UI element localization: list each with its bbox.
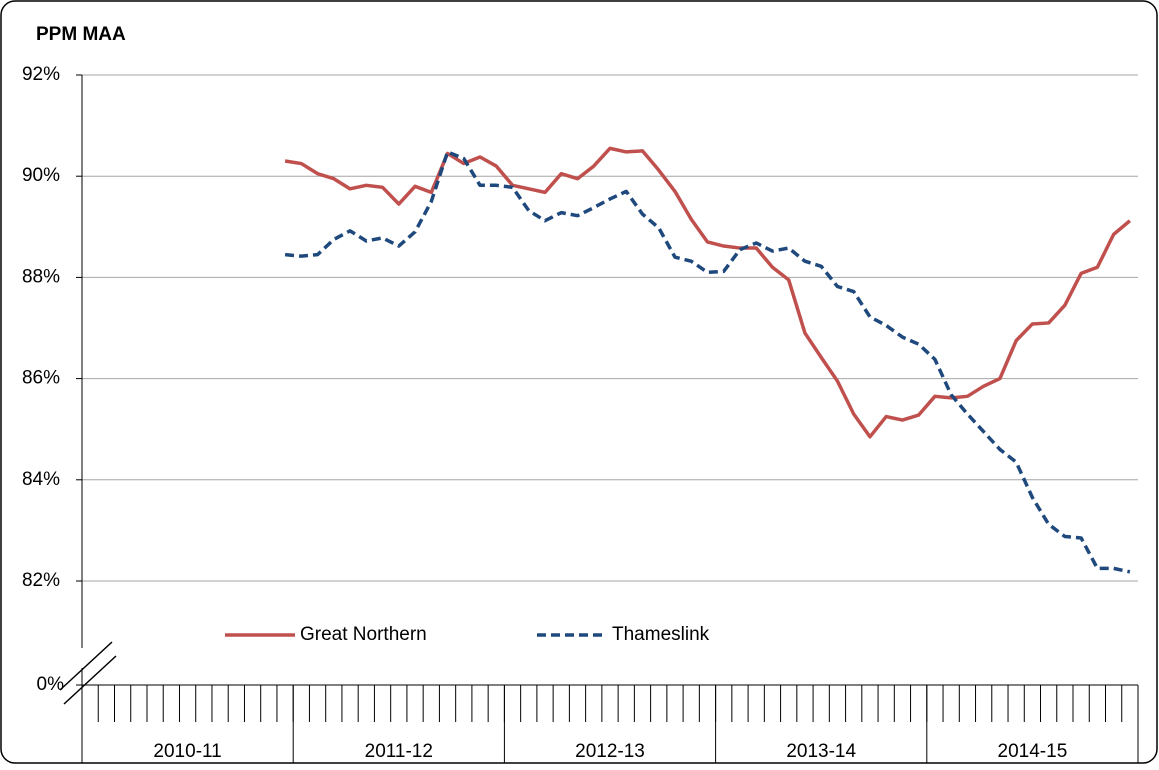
y-tick-label: 88% (22, 266, 60, 287)
y-tick-label: 92% (22, 64, 60, 85)
y-tick-label: 82% (22, 570, 60, 591)
axis-break (63, 655, 117, 705)
y-tick-label: 0% (37, 674, 65, 695)
y-tick-label: 84% (22, 469, 60, 490)
y-tick-label: 90% (22, 165, 60, 186)
chart-title: PPM MAA (36, 24, 126, 45)
legend-label: Great Northern (300, 624, 427, 645)
y-tick-label: 86% (22, 368, 60, 389)
series-line (284, 146, 1132, 439)
x-group-label: 2012-13 (575, 741, 645, 762)
x-group-label: 2010-11 (153, 741, 221, 762)
legend-label: Thameslink (612, 624, 710, 645)
plot: 82% 84% 86% 88% 90% 92% 0% 2010-11 2011-12 2012-1… (22, 64, 1139, 763)
axis-break (59, 641, 113, 691)
x-group-label: 2013-14 (786, 741, 856, 762)
series-line (284, 150, 1131, 574)
x-group-label: 2014-15 (998, 741, 1068, 762)
x-group-label: 2011-12 (365, 741, 433, 762)
